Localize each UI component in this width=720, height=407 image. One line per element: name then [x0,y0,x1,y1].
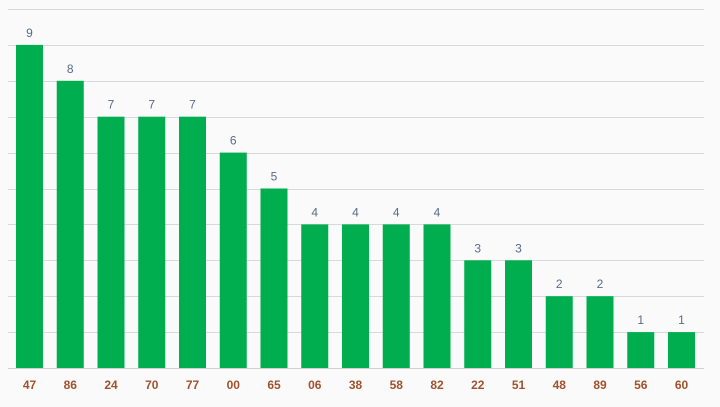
x-tick-label-60: 60 [675,378,689,392]
bar-82[interactable] [423,224,451,368]
x-tick-label-00: 00 [227,378,241,392]
data-label-24: 7 [108,98,115,112]
x-tick-label-24: 24 [104,378,118,392]
bars [16,44,695,369]
x-tick-label-22: 22 [471,378,485,392]
bar-00[interactable] [219,152,247,368]
data-label-65: 5 [271,170,278,184]
bar-60[interactable] [668,332,695,368]
data-label-70: 7 [148,98,155,112]
data-label-00: 6 [230,134,237,148]
x-tick-label-89: 89 [593,378,607,392]
x-tick-label-58: 58 [390,378,404,392]
x-tick-label-56: 56 [634,378,648,392]
data-label-56: 1 [637,313,644,327]
data-label-89: 2 [597,277,604,291]
bar-70[interactable] [138,116,166,368]
bar-47[interactable] [16,44,43,369]
x-tick-label-77: 77 [186,378,200,392]
data-label-86: 8 [67,62,74,76]
bar-65[interactable] [260,188,288,369]
data-label-51: 3 [515,241,522,255]
bar-22[interactable] [464,260,492,368]
bar-24[interactable] [97,116,125,368]
data-labels: 9 8 7 7 7 6 5 4 4 4 4 3 3 2 2 1 1 [26,26,685,327]
data-label-22: 3 [474,241,481,255]
x-tick-label-70: 70 [145,378,159,392]
bar-51[interactable] [505,260,532,368]
bar-86[interactable] [56,80,84,369]
x-tick-label-65: 65 [267,378,281,392]
data-label-60: 1 [678,313,685,327]
bar-89[interactable] [586,296,614,368]
bar-56[interactable] [627,332,655,368]
bar-77[interactable] [179,116,206,368]
bar-38[interactable] [342,224,369,368]
data-label-38: 4 [352,205,359,219]
x-tick-label-06: 06 [308,378,322,392]
bar-58[interactable] [382,224,410,368]
x-tick-label-38: 38 [349,378,363,392]
data-label-82: 4 [434,205,441,219]
x-tick-label-48: 48 [553,378,567,392]
x-tick-label-51: 51 [512,378,526,392]
data-label-47: 9 [26,26,33,40]
x-tick-label-86: 86 [64,378,78,392]
data-label-48: 2 [556,277,563,291]
x-axis-tick-labels: 47 86 24 70 77 00 65 06 38 58 82 22 51 48 89 56 60 [23,378,689,392]
data-label-06: 4 [311,205,318,219]
x-tick-label-82: 82 [430,378,444,392]
bar-06[interactable] [301,224,329,368]
bar-48[interactable] [545,296,573,368]
x-tick-label-47: 47 [23,378,37,392]
data-label-77: 7 [189,98,196,112]
data-label-58: 4 [393,205,400,219]
